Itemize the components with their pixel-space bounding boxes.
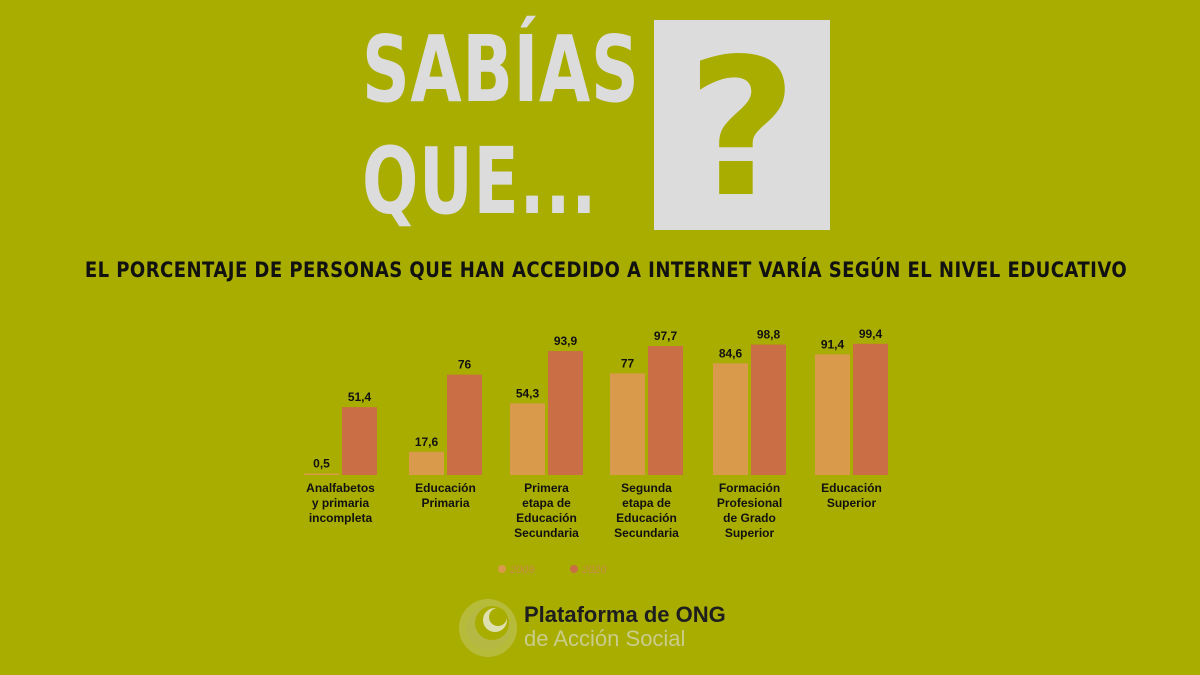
category-label-3-0: Segunda — [621, 481, 672, 495]
category-label-4-1: Profesional — [717, 496, 782, 510]
category-label-1-0: Educación — [415, 481, 476, 495]
category-label-4-0: Formación — [719, 481, 780, 495]
organization-logo: Plataforma de ONG de Acción Social — [456, 596, 756, 662]
data-label-2020-1: 76 — [458, 358, 472, 372]
category-label-2-3: Secundaria — [514, 526, 579, 540]
bar-2009-3 — [610, 373, 645, 475]
legend-label-2009: 2009 — [509, 564, 534, 576]
category-label-3-3: Secundaria — [614, 526, 679, 540]
bar-2020-2 — [548, 351, 583, 475]
question-box: ? — [654, 20, 830, 230]
bar-2009-4 — [713, 363, 748, 475]
data-label-2020-0: 51,4 — [348, 390, 372, 404]
question-mark: ? — [686, 18, 798, 239]
data-label-2009-5: 91,4 — [821, 337, 845, 351]
bar-2009-1 — [409, 451, 444, 475]
category-label-2-1: etapa de — [522, 496, 571, 510]
category-label-2-0: Primera — [524, 481, 569, 495]
logo-crescent-icon — [459, 599, 517, 657]
category-label-0-0: Analfabetos — [306, 481, 375, 495]
data-label-2020-5: 99,4 — [859, 327, 883, 341]
category-label-3-1: etapa de — [622, 496, 671, 510]
category-label-0-1: y primaria — [312, 496, 370, 510]
bar-2009-0 — [304, 473, 339, 475]
legend-marker-2009 — [498, 565, 506, 573]
category-label-5-1: Superior — [827, 496, 877, 510]
bar-2020-0 — [342, 407, 377, 475]
category-label-2-2: Educación — [516, 511, 577, 525]
data-label-2009-1: 17,6 — [415, 435, 439, 449]
data-label-2009-4: 84,6 — [719, 346, 743, 360]
bar-2009-2 — [510, 403, 545, 475]
bar-2020-5 — [853, 343, 888, 475]
legend-label-2020: 2020 — [581, 564, 607, 576]
legend-marker-2020 — [570, 565, 578, 573]
logo-text-line-1: Plataforma de ONG — [524, 602, 726, 627]
data-label-2009-2: 54,3 — [516, 386, 540, 400]
bar-2020-1 — [447, 374, 482, 475]
logo-text-line-2: de Acción Social — [524, 626, 686, 651]
data-label-2020-2: 93,9 — [554, 334, 578, 348]
category-label-0-2: incompleta — [309, 511, 373, 525]
data-label-2009-0: 0,5 — [313, 457, 330, 471]
chart-subtitle: EL PORCENTAJE DE PERSONAS QUE HAN ACCEDI… — [0, 258, 1200, 282]
bar-2009-5 — [815, 354, 850, 475]
category-label-3-2: Educación — [616, 511, 677, 525]
data-label-2009-3: 77 — [621, 356, 635, 370]
data-label-2020-4: 98,8 — [757, 328, 781, 342]
category-label-5-0: Educación — [821, 481, 882, 495]
category-label-4-2: de Grado — [723, 511, 776, 525]
subtitle-text: EL PORCENTAJE DE PERSONAS QUE HAN ACCEDI… — [84, 258, 1128, 282]
category-label-4-3: Superior — [725, 526, 775, 540]
category-label-1-1: Primaria — [421, 496, 469, 510]
bar-2020-3 — [648, 346, 683, 475]
data-label-2020-3: 97,7 — [654, 329, 678, 343]
bar-2020-4 — [751, 344, 786, 475]
